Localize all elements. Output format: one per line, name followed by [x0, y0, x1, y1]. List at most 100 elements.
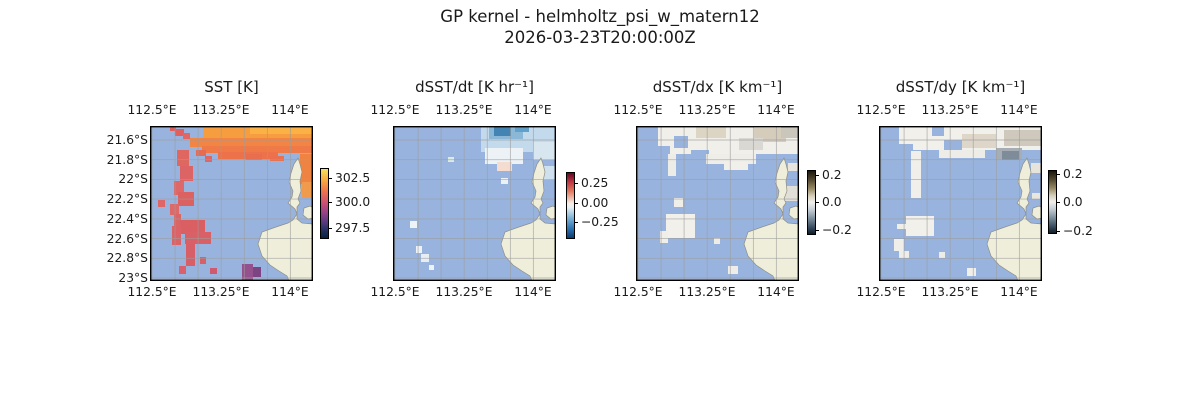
colorbar-tick: [328, 228, 332, 229]
colorbar-tick-label: 302.5: [335, 171, 371, 185]
data-patch: [962, 134, 996, 148]
data-patch: [300, 154, 313, 184]
data-patch: [674, 136, 688, 148]
island-polygon: [545, 205, 556, 220]
colorbar-tick: [574, 183, 578, 184]
x-tick-label-top: 114°E: [1000, 103, 1038, 117]
colorbar: 302.5 300.0 297.5: [320, 168, 380, 239]
colorbar-gradient: [566, 172, 575, 239]
x-tick-label-top: 112.5°E: [856, 103, 906, 117]
colorbar: 0.2 0.0 −0.2: [1048, 167, 1108, 238]
data-patch: [894, 239, 904, 251]
colorbar-tick-label: 0.25: [581, 176, 609, 190]
data-patch: [728, 266, 738, 274]
data-patch: [494, 127, 511, 136]
data-patch: [533, 142, 556, 160]
data-patch: [739, 138, 763, 150]
colorbar-gradient: [320, 168, 329, 239]
data-patch: [497, 162, 512, 171]
data-patch: [485, 148, 523, 164]
x-tick-label-top: 112.5°E: [370, 103, 420, 117]
data-patch: [179, 266, 186, 274]
panel-title: dSST/dy [K km⁻¹]: [895, 78, 1026, 96]
colorbar-tick: [1056, 202, 1060, 203]
colorbar-tick: [815, 175, 819, 176]
colorbar-tick: [815, 230, 819, 231]
colorbar-tick: [574, 203, 578, 204]
data-patch: [696, 126, 726, 138]
panel-title: SST [K]: [204, 78, 259, 96]
data-patch: [172, 226, 181, 245]
colorbar-tick: [328, 202, 332, 203]
y-tick-label: 22.8°S: [106, 251, 148, 266]
x-tick-label-top: 114°E: [514, 103, 552, 117]
data-patch: [174, 181, 184, 195]
x-tick-label-bottom: 113.25°E: [435, 285, 493, 299]
colorbar-tick-label: −0.25: [581, 215, 619, 229]
data-patch: [196, 150, 206, 156]
x-tick-label-top: 113.25°E: [921, 103, 979, 117]
data-patch: [666, 214, 695, 238]
data-patch: [899, 144, 913, 151]
colorbar-tick: [815, 202, 819, 203]
colorbar-tick: [1056, 231, 1060, 232]
data-patch: [911, 151, 921, 198]
island-polygon: [1031, 205, 1042, 220]
data-patch: [714, 238, 720, 244]
x-tick-label-bottom: 113.25°E: [192, 285, 250, 299]
colorbar-tick: [574, 222, 578, 223]
data-patch: [416, 246, 422, 253]
y-tick-label: 22.4°S: [106, 211, 148, 226]
x-tick-label-bottom: 112.5°E: [370, 285, 420, 299]
data-patch: [1031, 163, 1042, 173]
data-patch: [501, 178, 508, 184]
data-patch: [200, 257, 206, 264]
map-canvas: [150, 126, 313, 281]
data-patch: [190, 138, 313, 147]
data-patch: [668, 154, 676, 176]
x-tick-label-top: 113.25°E: [678, 103, 736, 117]
colorbar-tick-label: −0.2: [1063, 224, 1093, 238]
figure-title: GP kernel - helmholtz_psi_w_matern12: [440, 7, 760, 26]
data-patch: [186, 244, 195, 266]
map-border: [879, 126, 1042, 281]
colorbar-tick-label: 0.2: [1063, 167, 1083, 181]
data-patch: [781, 126, 799, 138]
data-patch: [174, 214, 181, 226]
panel-title: dSST/dx [K km⁻¹]: [652, 78, 783, 96]
data-patch: [205, 156, 212, 162]
data-patch: [210, 268, 217, 274]
data-patch: [270, 156, 284, 161]
data-patch: [202, 146, 313, 153]
data-patch: [175, 129, 184, 136]
data-patch: [1032, 193, 1040, 199]
y-tick-label: 22.2°S: [106, 192, 148, 207]
map-border: [150, 126, 313, 281]
x-tick-label-bottom: 113.25°E: [678, 285, 736, 299]
data-patch: [543, 166, 556, 180]
x-tick-label-top: 113.25°E: [192, 103, 250, 117]
x-tick-label-bottom: 112.5°E: [856, 285, 906, 299]
colorbar-tick-label: 297.5: [335, 221, 371, 235]
data-patch: [897, 224, 906, 229]
colorbar: 0.25 0.00 −0.25: [566, 172, 626, 239]
data-patch: [158, 200, 165, 207]
data-patch: [939, 252, 945, 258]
data-patch: [1004, 130, 1042, 146]
data-patch: [177, 150, 189, 166]
x-tick-label-top: 112.5°E: [613, 103, 663, 117]
data-patch: [302, 182, 313, 198]
data-patch: [429, 265, 434, 270]
data-patch: [253, 267, 261, 277]
data-patch: [250, 126, 313, 134]
colorbar-tick-label: 0.2: [822, 168, 842, 182]
x-tick-label-top: 114°E: [757, 103, 795, 117]
data-patch: [660, 231, 668, 243]
map-canvas: [636, 126, 799, 281]
data-patch: [180, 220, 205, 234]
map-canvas: [393, 126, 556, 281]
y-tick-label: 22.6°S: [106, 231, 148, 246]
x-tick-label-top: 114°E: [271, 103, 309, 117]
x-tick-label-bottom: 113.25°E: [921, 285, 979, 299]
